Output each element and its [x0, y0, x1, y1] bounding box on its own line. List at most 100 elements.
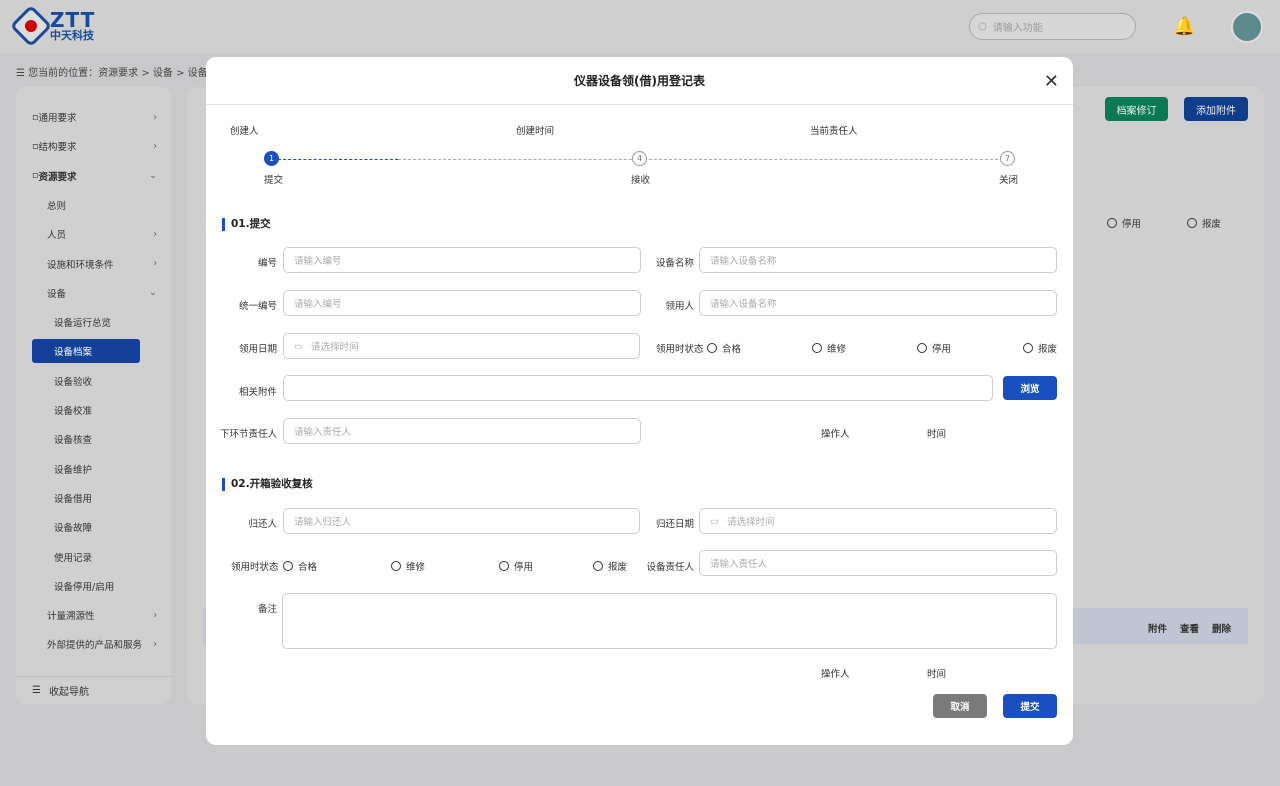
sidebar-item[interactable]: 设备借用 [16, 486, 171, 510]
sidebar-item[interactable]: 外部提供的产品和服务 › [16, 632, 171, 656]
current-owner-label: 当前责任人 [810, 126, 858, 137]
sidebar-item[interactable]: ▫ 通用要求 › [16, 105, 171, 129]
search-input[interactable]: ○ 请输入功能 [969, 13, 1136, 40]
radio-scrap[interactable]: 报废 [1187, 216, 1221, 230]
status-radio[interactable]: 合格 [707, 341, 741, 355]
sidebar-item-label: 结构要求 [38, 142, 77, 154]
field-label: 统一编号 [238, 301, 277, 312]
chevron-down-icon: ⌄ [149, 170, 157, 182]
sidebar-item[interactable]: 设备校准 [16, 398, 171, 422]
time-label: 时间 [927, 429, 947, 440]
sidebar-item-label: 计量溯源性 [47, 611, 95, 623]
borrower-input[interactable]: 请输入设备名称 [699, 290, 1057, 316]
device-name-input[interactable]: 请输入设备名称 [699, 247, 1057, 273]
created-time-label: 创建时间 [516, 126, 555, 137]
bell-icon[interactable]: 🔔 [1173, 16, 1196, 37]
section-title: 02.开箱验收复核 [222, 478, 313, 491]
step-7: 7 [1000, 151, 1015, 166]
sidebar-item[interactable]: 使用记录 [16, 545, 171, 569]
step-1: 1 [264, 151, 279, 166]
creator-label: 创建人 [230, 126, 259, 137]
status-radio[interactable]: 停用 [499, 559, 533, 573]
delete-link[interactable]: 删除 [1212, 624, 1232, 635]
sidebar-item[interactable]: ▫ 资源要求 ⌄ [16, 164, 171, 188]
close-icon[interactable]: ✕ [1043, 71, 1059, 92]
revise-button[interactable]: 档案修订 [1105, 97, 1168, 121]
sidebar-item-label: 使用记录 [54, 552, 93, 564]
borrow-date-picker[interactable]: ▭ 请选择时间 [283, 333, 640, 359]
step-label: 接收 [631, 175, 651, 186]
device-owner-input[interactable]: 请输入责任人 [699, 550, 1057, 576]
breadcrumb-text: 您当前的位置：资源要求 > 设备 > 设备档案 [28, 68, 228, 79]
logo-icon [9, 4, 53, 47]
section-title: 01.提交 [222, 218, 271, 231]
calendar-icon: ▭ [294, 340, 303, 352]
sidebar-item-label: 设备故障 [54, 523, 93, 535]
sidebar-item[interactable]: 设备核查 [16, 427, 171, 451]
sidebar-item[interactable]: 设备维护 [16, 457, 171, 481]
attachment-link[interactable]: 附件 [1148, 624, 1168, 635]
sidebar-item[interactable]: 总则 [16, 193, 171, 217]
menu-item-icon: ▫ [32, 140, 39, 152]
attachment-input[interactable] [283, 375, 993, 401]
browse-button[interactable]: 浏览 [1003, 376, 1057, 400]
sidebar-item[interactable]: ▫ 结构要求 › [16, 134, 171, 158]
logo-subtext: 中天科技 [50, 29, 94, 42]
menu-item-icon: ▫ [32, 170, 39, 182]
field-label: 归还人 [248, 519, 277, 530]
field-label: 下环节责任人 [219, 429, 277, 440]
field-label: 相关附件 [238, 387, 277, 398]
borrow-registration-modal: 仪器设备领(借)用登记表 ✕ 创建人 创建时间 当前责任人 1 4 7 提交 接… [206, 57, 1073, 745]
status-radio[interactable]: 报废 [593, 559, 627, 573]
add-attachment-button[interactable]: 添加附件 [1184, 97, 1248, 121]
search-placeholder: 请输入功能 [992, 23, 1043, 34]
next-owner-input[interactable]: 请输入责任人 [283, 418, 641, 444]
status-radio[interactable]: 维修 [812, 341, 846, 355]
sidebar-item[interactable]: 人员 › [16, 222, 171, 246]
chevron-right-icon: › [153, 638, 157, 650]
sidebar-item[interactable]: 设施和环境条件 › [16, 252, 171, 276]
sidebar-item[interactable]: 设备运行总览 [16, 310, 171, 334]
logo: ZTT 中天科技 [9, 4, 96, 47]
radio-disable[interactable]: 停用 [1107, 216, 1141, 230]
returner-input[interactable]: 请输入归还人 [283, 508, 640, 534]
sidebar-item[interactable]: 设备故障 [16, 515, 171, 539]
return-date-picker[interactable]: ▭ 请选择时间 [699, 508, 1057, 534]
status-radio[interactable]: 报废 [1023, 341, 1057, 355]
sidebar-item[interactable]: 设备停用/启用 [16, 574, 171, 598]
sidebar-item-label: 外部提供的产品和服务 [47, 640, 143, 652]
avatar[interactable] [1231, 11, 1263, 43]
unified-number-input[interactable]: 请输入编号 [283, 290, 641, 316]
menu-icon: ☰ [16, 68, 29, 79]
cancel-button[interactable]: 取消 [933, 694, 987, 718]
remark-textarea[interactable] [282, 593, 1057, 649]
logo-text: ZTT [50, 8, 96, 32]
view-link[interactable]: 查看 [1180, 624, 1200, 635]
operator-label: 操作人 [821, 429, 850, 440]
status-radio[interactable]: 合格 [283, 559, 317, 573]
status-radio[interactable]: 维修 [391, 559, 425, 573]
chevron-down-icon: ⌄ [149, 287, 157, 299]
sidebar-item[interactable]: 设备验收 [16, 369, 171, 393]
chevron-right-icon: › [153, 228, 157, 240]
submit-button[interactable]: 提交 [1003, 694, 1057, 718]
sidebar-item-label: 通用要求 [38, 113, 77, 124]
search-icon: ○ [978, 21, 987, 32]
collapse-nav-button[interactable]: ☰ 收起导航 [16, 676, 171, 704]
field-label: 领用人 [665, 301, 694, 312]
step-label: 关闭 [999, 175, 1019, 186]
number-input[interactable]: 请输入编号 [283, 247, 641, 273]
sidebar-item-label: 设备运行总览 [54, 318, 112, 330]
sidebar-item-label: 设备停用/启用 [54, 581, 115, 593]
sidebar-item-label: 设备校准 [54, 406, 93, 417]
sidebar-item[interactable]: 设备 ⌄ [16, 281, 171, 305]
sidebar-item[interactable]: 设备档案 [32, 339, 140, 364]
collapse-icon: ☰ [32, 685, 41, 696]
field-label: 归还日期 [655, 519, 694, 530]
field-label: 编号 [257, 258, 277, 269]
status-radio[interactable]: 停用 [917, 341, 951, 355]
sidebar-item[interactable]: 计量溯源性 › [16, 603, 171, 627]
sidebar-item-label: 人员 [47, 230, 67, 242]
collapse-label: 收起导航 [48, 687, 89, 698]
modal-title: 仪器设备领(借)用登记表 [206, 57, 1073, 105]
